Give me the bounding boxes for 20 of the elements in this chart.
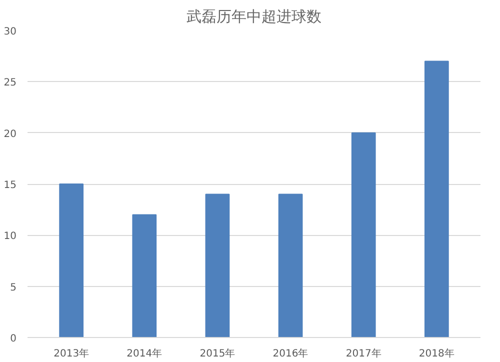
bar [278, 194, 303, 338]
bar [205, 194, 230, 338]
x-tick-label: 2016年 [272, 348, 308, 360]
x-tick-label: 2014年 [126, 348, 162, 360]
x-tick-label: 2015年 [200, 348, 236, 360]
y-tick-label: 30 [4, 26, 17, 38]
x-tick-label: 2017年 [346, 348, 382, 360]
y-tick-label: 5 [10, 282, 17, 294]
y-tick-label: 0 [10, 334, 17, 344]
chart-title: 武磊历年中超进球数 [186, 8, 322, 26]
bar [132, 214, 157, 338]
bar [351, 132, 376, 338]
y-tick-label: 20 [4, 128, 17, 140]
bar [424, 60, 449, 338]
x-tick-label: 2013年 [54, 348, 90, 360]
y-tick-label: 15 [4, 180, 17, 191]
bar [59, 184, 84, 338]
x-tick-label: 2018年 [418, 348, 454, 360]
y-tick-label: 25 [4, 78, 17, 89]
y-tick-label: 10 [4, 231, 17, 242]
